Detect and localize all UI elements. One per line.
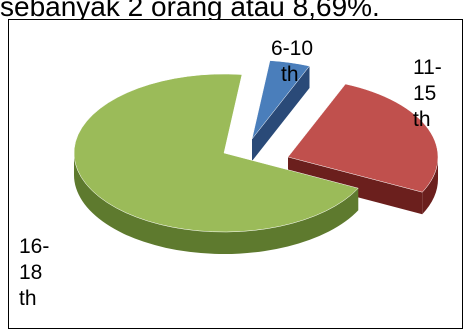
pie-chart: 6-10 th 11-15 th 16-18 th	[19, 37, 442, 310]
chart-frame: 6-10 th 11-15 th 16-18 th	[8, 19, 463, 329]
pie-slice-16-18-th	[73, 73, 359, 233]
pie-label-11-15-th: 11-15 th	[413, 56, 442, 131]
pie-slice-wall-11-15-th-1	[288, 157, 423, 215]
pie-slice-wall-6-10-th-1	[252, 66, 310, 161]
pie-slice-11-15-th	[287, 83, 439, 193]
pie-slice-6-10-th	[251, 60, 310, 140]
pie-slice-side-11-15-th	[422, 157, 439, 215]
caption-text: sebanyak 2 orang atau 8,69%.	[0, 0, 380, 22]
pie-slice-side-16-18-th	[74, 153, 359, 254]
pie-label-16-18-th: 16-18 th	[19, 235, 49, 310]
pie-label-6-10-th: 6-10 th	[271, 37, 313, 86]
